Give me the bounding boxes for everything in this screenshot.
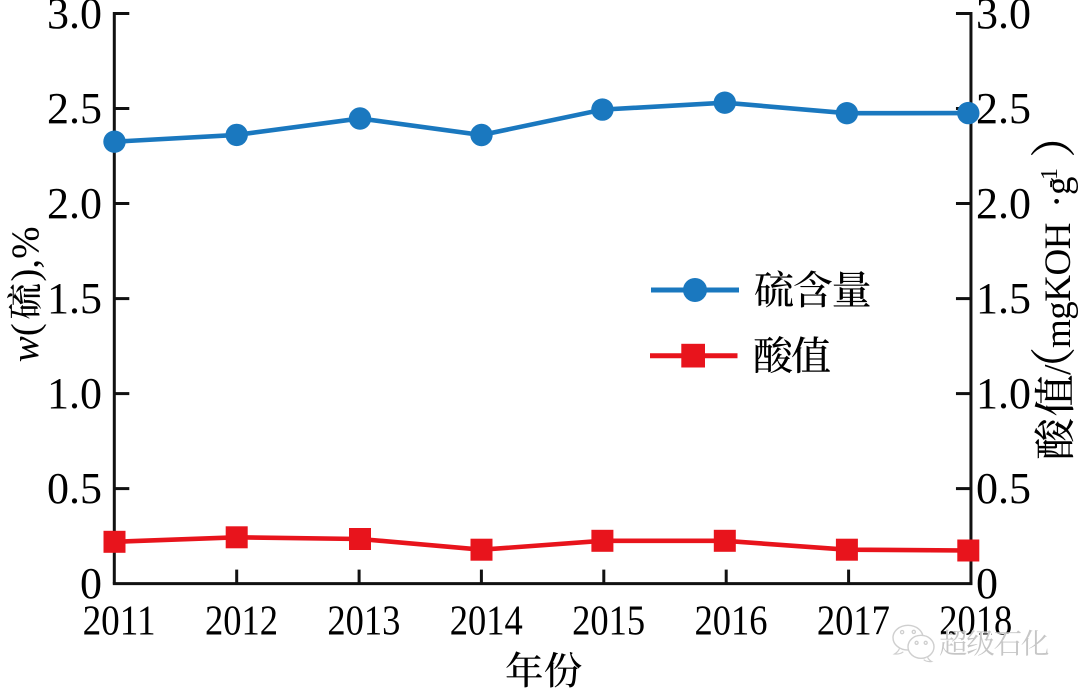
svg-text:2016: 2016 <box>695 599 768 645</box>
svg-text:2.5: 2.5 <box>976 84 1031 133</box>
svg-text:0.5: 0.5 <box>976 464 1031 513</box>
svg-text:2.0: 2.0 <box>976 179 1031 228</box>
svg-text:2014: 2014 <box>450 599 523 645</box>
svg-text:·: · <box>1034 195 1079 208</box>
svg-text:2011: 2011 <box>83 599 156 645</box>
svg-text:g: g <box>1038 177 1079 196</box>
svg-text:3.0: 3.0 <box>47 0 102 38</box>
svg-text:2013: 2013 <box>327 599 400 645</box>
svg-text:-1: -1 <box>1037 168 1063 188</box>
svg-text:1.5: 1.5 <box>47 274 102 323</box>
svg-text:2017: 2017 <box>817 599 890 645</box>
svg-text:1.0: 1.0 <box>47 369 102 418</box>
svg-text:0.5: 0.5 <box>47 464 102 513</box>
svg-text:2.0: 2.0 <box>47 179 102 228</box>
svg-text:0: 0 <box>976 559 998 608</box>
svg-text:3.0: 3.0 <box>976 0 1031 38</box>
svg-text:mgKOH: mgKOH <box>1038 223 1079 348</box>
svg-text:2.5: 2.5 <box>47 84 102 133</box>
svg-text:),%: ),% <box>4 226 47 281</box>
svg-text:0: 0 <box>80 559 102 608</box>
svg-text:2012: 2012 <box>205 599 278 645</box>
svg-text:w(: w( <box>4 323 47 362</box>
svg-text:2015: 2015 <box>572 599 645 645</box>
svg-text:1.0: 1.0 <box>976 369 1031 418</box>
svg-text:/: / <box>1037 364 1079 375</box>
svg-text:1.5: 1.5 <box>976 274 1031 323</box>
